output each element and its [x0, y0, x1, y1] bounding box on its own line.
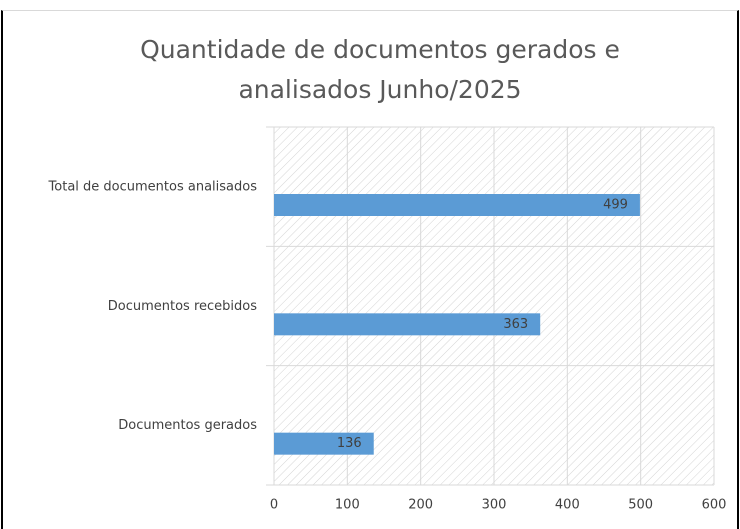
x-tick-label: 200 — [408, 498, 433, 513]
y-tick-label: Documentos recebidos — [108, 299, 257, 314]
bar — [274, 194, 640, 216]
data-label: 499 — [603, 198, 628, 213]
bar — [274, 432, 374, 455]
chart-title: Quantidade de documentos gerados e anali… — [140, 35, 620, 104]
x-tick-label: 500 — [628, 498, 653, 513]
x-tick-label: 400 — [555, 498, 580, 513]
data-label: 363 — [503, 317, 528, 332]
bar — [274, 313, 541, 336]
y-tick-label: Documentos gerados — [118, 418, 257, 433]
data-label: 136 — [337, 436, 362, 451]
y-tick-label: Total de documentos analisados — [48, 180, 258, 195]
x-tick-label: 600 — [702, 498, 727, 513]
frame — [1, 10, 739, 529]
x-tick-label: 300 — [482, 498, 507, 513]
x-tick-label: 100 — [335, 498, 360, 513]
x-tick-label: 0 — [270, 498, 278, 513]
